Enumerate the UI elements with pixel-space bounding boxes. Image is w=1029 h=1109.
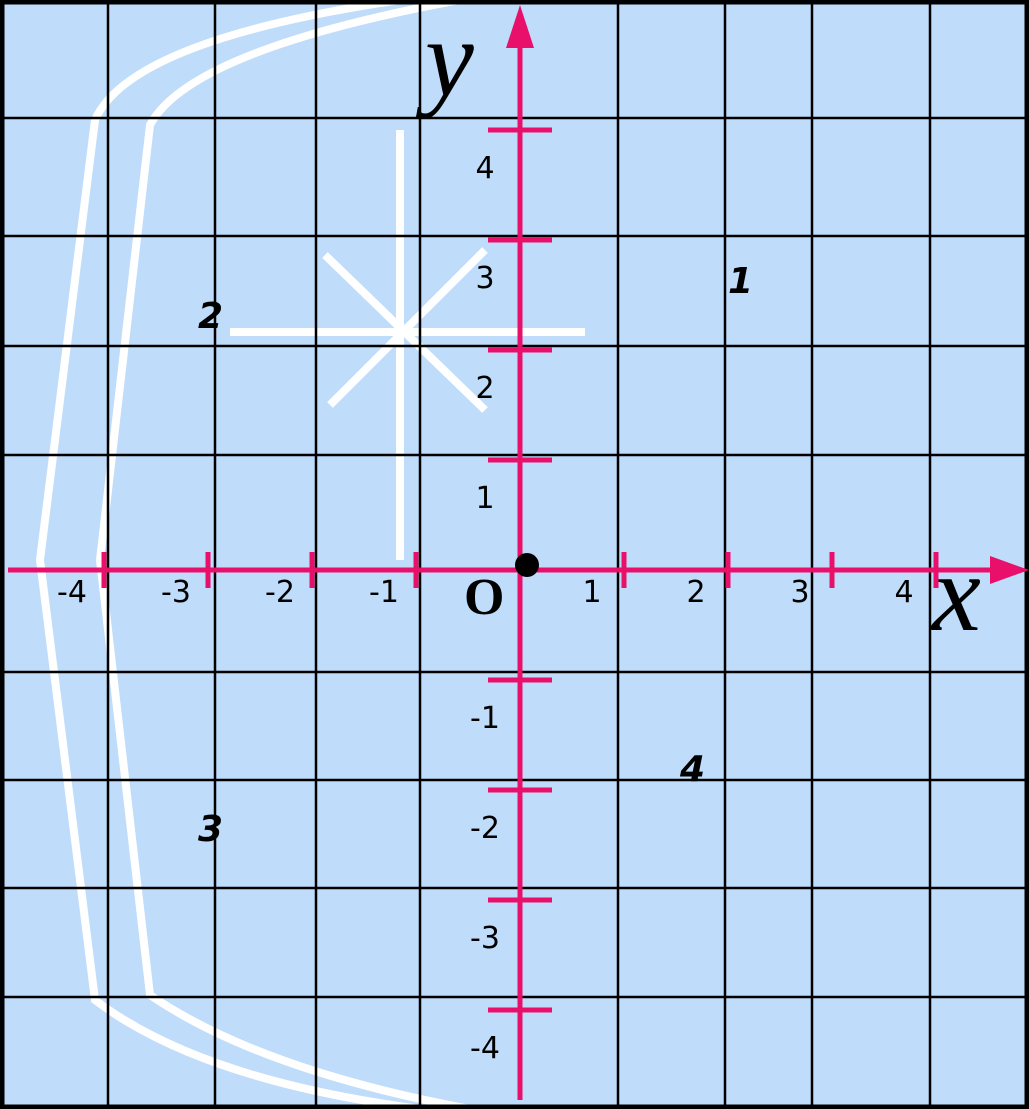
decoration bbox=[35, 0, 585, 1109]
y-tick-label: 4 bbox=[475, 151, 494, 186]
x-tick-label: -3 bbox=[161, 575, 191, 610]
x-tick-label: 1 bbox=[582, 575, 601, 610]
quadrant-label: 2 bbox=[198, 296, 223, 337]
x-tick-label: -4 bbox=[57, 575, 87, 610]
y-tick-label: -1 bbox=[470, 701, 500, 736]
x-axis-label: x bbox=[930, 532, 981, 654]
y-tick-label: 2 bbox=[475, 371, 494, 406]
y-axis-label: y bbox=[415, 0, 474, 119]
y-tick-label: -2 bbox=[470, 811, 500, 846]
y-tick-label: 3 bbox=[475, 261, 494, 296]
x-tick-label: 3 bbox=[790, 575, 809, 610]
origin-label: O bbox=[464, 569, 504, 626]
x-tick-label: -1 bbox=[369, 575, 399, 610]
x-tick-label: 2 bbox=[686, 575, 705, 610]
y-tick-label: -4 bbox=[470, 1031, 500, 1066]
y-tick-label: -3 bbox=[470, 921, 500, 956]
x-tick-label: -2 bbox=[265, 575, 295, 610]
y-tick-label: 1 bbox=[475, 481, 494, 516]
origin-dot bbox=[515, 553, 539, 577]
quadrant-label: 1 bbox=[728, 261, 753, 302]
quadrant-label: 3 bbox=[198, 809, 223, 850]
x-tick-label: 4 bbox=[894, 575, 913, 610]
quadrant-label: 4 bbox=[679, 749, 705, 790]
y-arrow bbox=[506, 5, 534, 48]
x-arrow bbox=[990, 556, 1029, 584]
